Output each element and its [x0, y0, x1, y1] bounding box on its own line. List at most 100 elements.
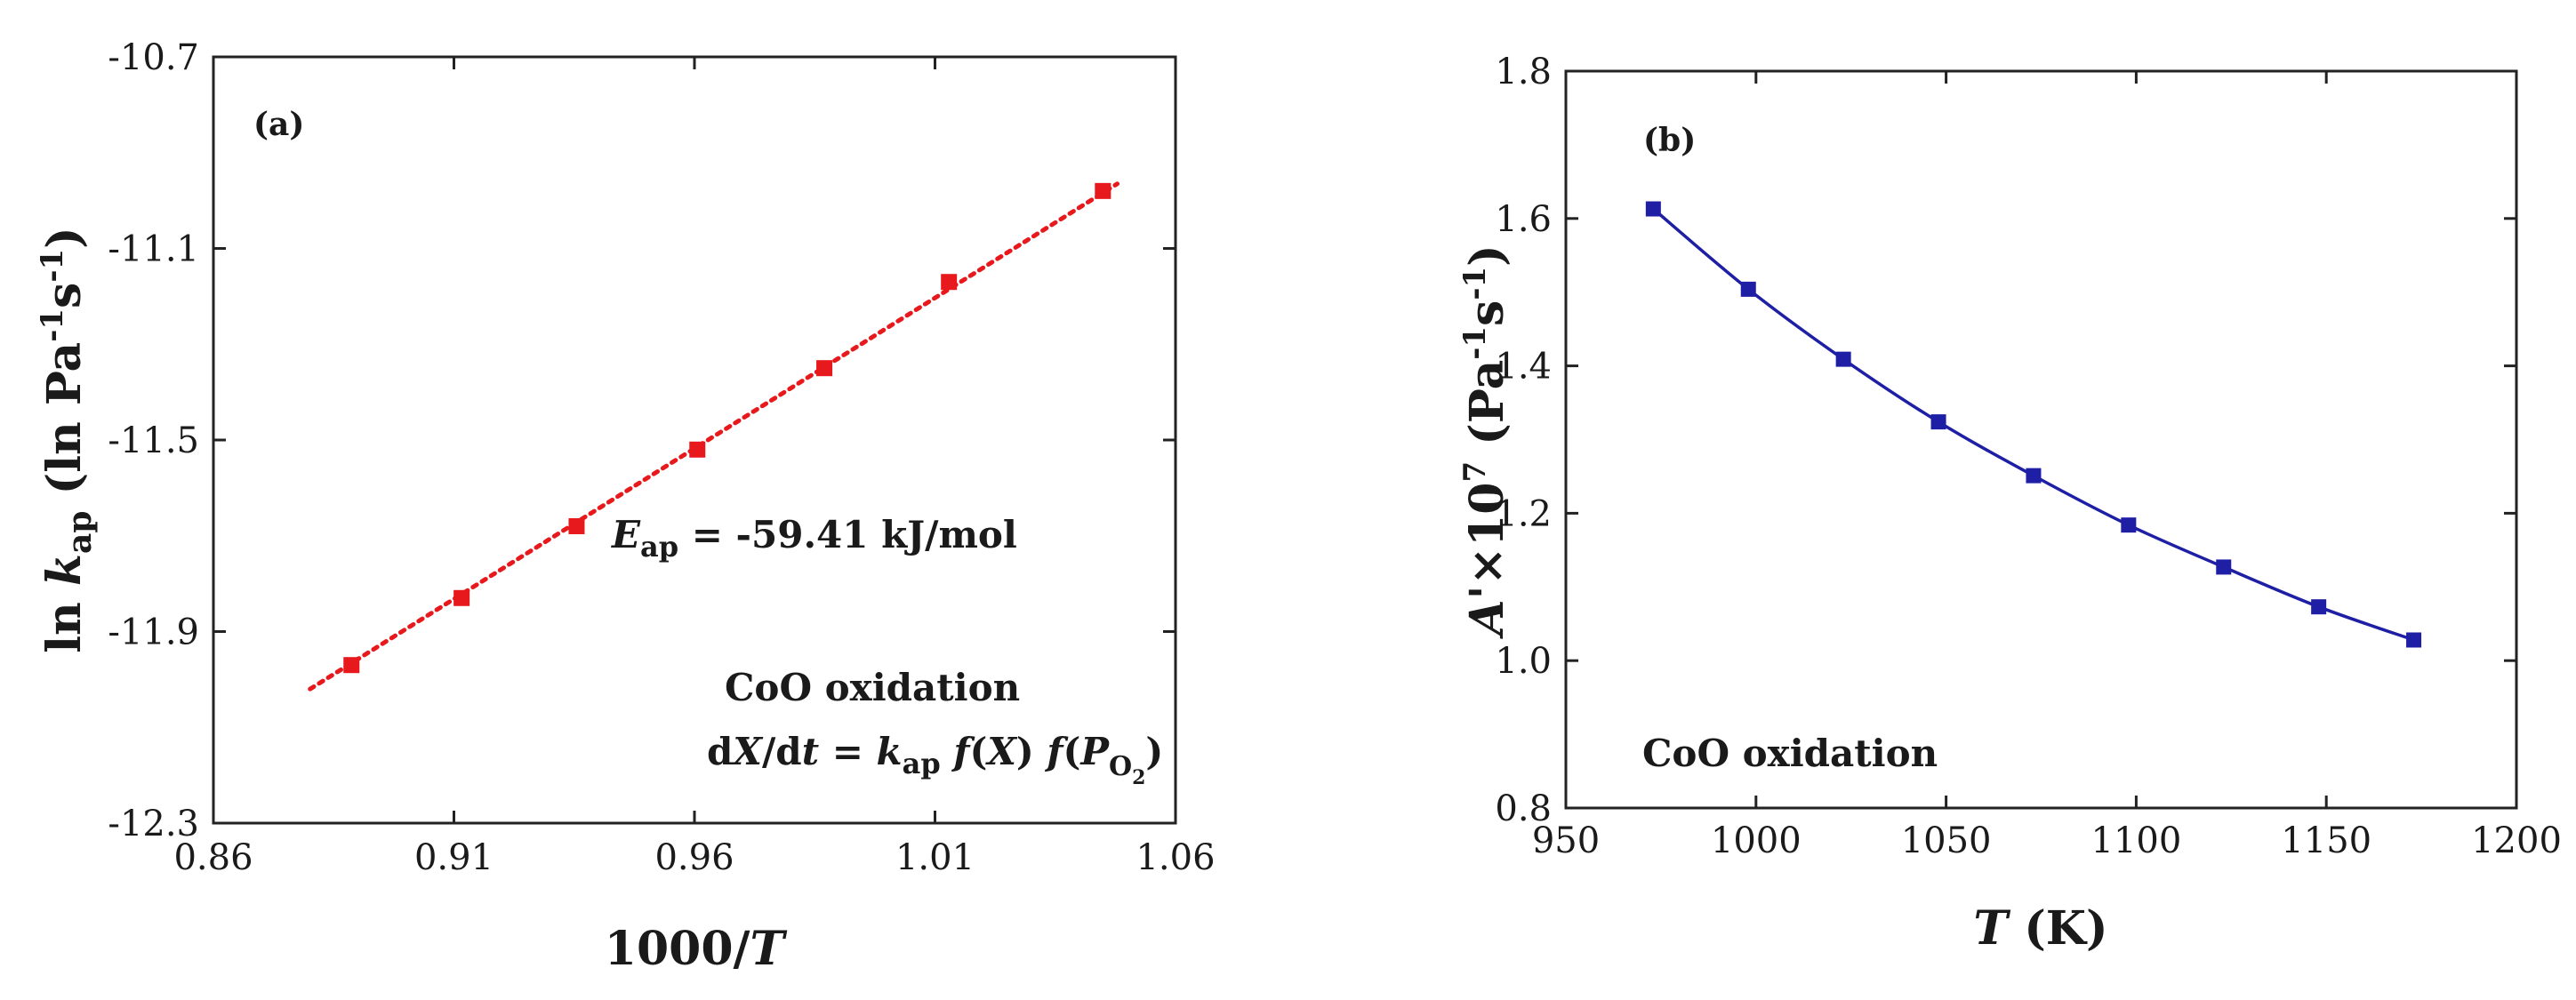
panel-a-rate-equation: dX/dt = kap f(X) f(PO2) — [707, 730, 1163, 789]
y-tick-label: -11.1 — [108, 229, 199, 270]
y-tick-label: -10.7 — [108, 37, 199, 78]
x-tick-label: 0.91 — [414, 837, 494, 878]
panel-b-coo-label: CoO oxidation — [1642, 732, 1938, 775]
panel-a-label: (a) — [253, 106, 304, 143]
panel-b-data-point — [2216, 559, 2232, 575]
panel-a: 0.86 0.91 0.96 1.01 1.06 -12.3 -11.9 -11.5 -11.… — [35, 37, 1216, 976]
eq-paren4: ) — [1145, 730, 1163, 773]
x-tick-label: 1000 — [1711, 820, 1802, 861]
panel-a-ylabel-ap: ap — [61, 511, 99, 555]
x-tick-label: 1.01 — [895, 837, 975, 878]
panel-a-data-point — [941, 274, 958, 291]
panel-b-data-point — [1930, 414, 1946, 430]
panel-a-xlabel-prefix: 1000/ — [605, 922, 750, 976]
y-tick-label: 1.0 — [1495, 641, 1552, 682]
eq-X: X — [730, 730, 763, 773]
x-tick-label: 0.86 — [173, 837, 253, 878]
panel-a-ticks — [212, 55, 1177, 825]
panel-b-data-point — [2406, 632, 2422, 648]
x-tick-label: 1050 — [1901, 820, 1992, 861]
panel-b-xlabel-unit: (K) — [2008, 901, 2108, 956]
y-tick-label: -11.9 — [108, 612, 199, 653]
panel-b-x-axis-title: T (K) — [1973, 901, 2107, 956]
panel-b-data-point — [1740, 281, 1756, 297]
panel-a-ylabel-ln: ln — [37, 586, 92, 653]
eq-paren3: ( — [1063, 730, 1081, 773]
eq-k: k — [877, 730, 903, 773]
y-tick-label: 1.6 — [1495, 199, 1552, 240]
y-tick-label: -12.3 — [108, 804, 199, 844]
panel-a-data-point — [816, 360, 833, 377]
panel-a-ylabel-exp1: -1 — [35, 308, 70, 342]
panel-b-plot-frame — [1564, 69, 2518, 810]
panel-b-ylabel-times: ×10 — [1460, 483, 1514, 586]
x-tick-label: 1150 — [2281, 820, 2371, 861]
panel-a-ylabel-close: ) — [37, 227, 92, 249]
panel-b-data-point — [1835, 351, 1851, 367]
eq-slash-d: /d — [762, 730, 802, 773]
panel-b-ylabel-exp7: 7 — [1457, 461, 1493, 483]
eq-d: d — [707, 730, 733, 773]
panel-a-data-point — [453, 589, 470, 606]
panel-b-data-point — [2121, 517, 2137, 533]
panel-b: 950 1000 1050 1100 1150 1200 0.8 1.0 1.2 1.4 1.6 1… — [1457, 52, 2562, 956]
panel-a-data-point — [343, 657, 360, 674]
x-tick-label: 1100 — [2091, 820, 2182, 861]
y-tick-label: 1.2 — [1495, 493, 1552, 534]
eq-k-sub: ap — [903, 747, 941, 780]
panel-b-ylabel-exp1: -1 — [1457, 326, 1493, 360]
panel-b-ylabel-A: A' — [1460, 585, 1514, 639]
eq-equals: = — [819, 730, 876, 773]
eq-P-sub: O — [1109, 751, 1132, 782]
panel-a-ylabel-s: s — [37, 283, 92, 308]
panel-a-y-tick-labels: -12.3 -11.9 -11.5 -11.1 -10.7 — [108, 37, 199, 844]
panel-a-y-axis-title: ln kap (ln Pa-1s-1) — [35, 227, 99, 652]
eq-t: t — [802, 730, 819, 773]
panel-b-ylabel-close: ) — [1460, 244, 1514, 267]
energy-subscript: ap — [640, 530, 678, 564]
panel-a-x-tick-labels: 0.86 0.91 0.96 1.01 1.06 — [173, 837, 1215, 878]
panel-a-data-point — [689, 441, 706, 458]
x-tick-label: 0.96 — [654, 837, 734, 878]
panel-b-ticks — [1564, 69, 2518, 810]
panel-a-data-point — [1095, 182, 1111, 199]
panel-a-data-point — [568, 517, 585, 534]
panel-a-fit-line — [308, 181, 1120, 692]
y-tick-label: 1.4 — [1495, 347, 1552, 388]
x-tick-label: 950 — [1532, 820, 1600, 861]
panel-b-data-point — [1645, 201, 1661, 217]
y-tick-label: 0.8 — [1495, 788, 1552, 829]
panel-a-ylabel-k: k — [37, 554, 92, 586]
eq-paren2: ) — [1016, 730, 1034, 773]
panel-b-xlabel-var: T — [1973, 901, 2010, 956]
panel-a-points — [343, 182, 1111, 674]
panel-b-data-point — [2026, 468, 2042, 484]
eq-fX-var: X — [984, 730, 1017, 773]
y-tick-label: 1.8 — [1495, 52, 1552, 92]
eq-P-subsub: 2 — [1132, 766, 1145, 789]
panel-a-energy-annotation: Eap = -59.41 kJ/mol — [611, 513, 1017, 564]
panel-b-ylabel-units: (Pa — [1460, 360, 1514, 461]
panel-b-data-point — [2311, 599, 2327, 615]
y-tick-label: -11.5 — [108, 420, 199, 461]
eq-paren1: ( — [969, 730, 987, 773]
panel-b-x-tick-labels: 950 1000 1050 1100 1150 1200 — [1532, 820, 2562, 861]
panel-a-coo-label: CoO oxidation — [725, 666, 1020, 709]
x-tick-label: 1200 — [2471, 820, 2562, 861]
x-tick-label: 1.06 — [1136, 837, 1215, 878]
panel-b-ylabel-exp2: -1 — [1457, 267, 1493, 300]
energy-symbol: E — [611, 513, 641, 556]
panel-b-ylabel-s: s — [1460, 300, 1514, 326]
panel-a-ylabel-exp2: -1 — [35, 249, 70, 283]
eq-P: P — [1079, 730, 1110, 773]
panel-b-points — [1645, 201, 2422, 648]
panel-b-label: (b) — [1643, 122, 1696, 159]
panel-b-fit-curve — [1652, 207, 2415, 642]
panel-a-xlabel-var: T — [750, 922, 788, 976]
panel-b-y-axis-title: A'×107 (Pa-1s-1) — [1457, 244, 1514, 639]
panel-a-fit-line-group — [308, 181, 1120, 692]
panel-a-x-axis-title: 1000/T — [605, 922, 788, 976]
energy-value: = -59.41 kJ/mol — [678, 513, 1017, 556]
panel-b-y-tick-labels: 0.8 1.0 1.2 1.4 1.6 1.8 — [1495, 52, 1552, 829]
